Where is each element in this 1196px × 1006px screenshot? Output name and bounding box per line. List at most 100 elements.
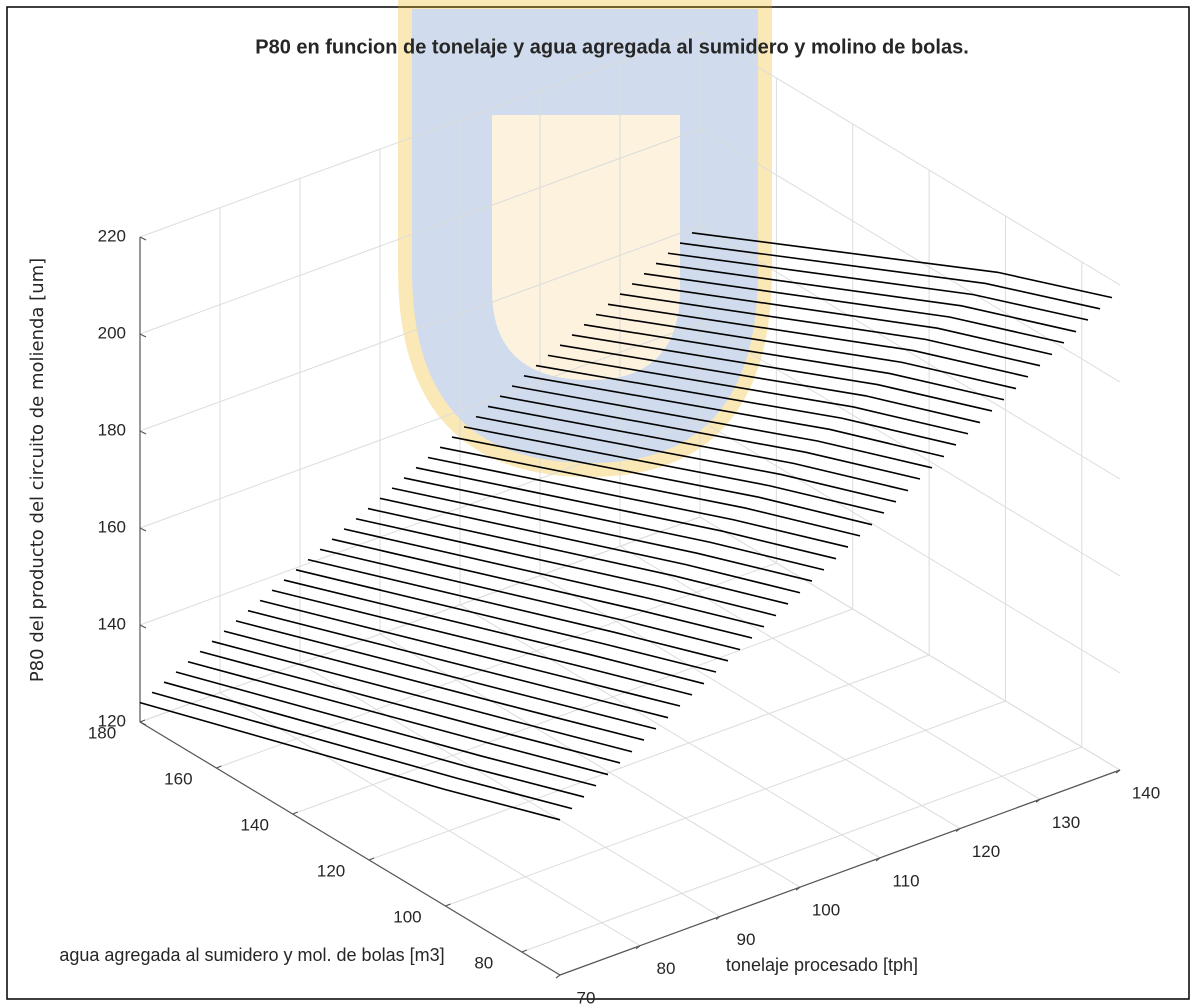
x-tick <box>715 915 721 920</box>
grid-line <box>299 663 721 917</box>
mesh-line <box>331 538 753 639</box>
x-axis-label: tonelaje procesado [tph] <box>726 955 918 975</box>
mesh-line <box>679 242 1101 310</box>
grid-line <box>139 31 701 238</box>
mesh-line <box>451 436 873 526</box>
y-tick <box>445 903 451 907</box>
mesh-line <box>535 364 957 446</box>
grid-line <box>699 225 1121 480</box>
mesh-line <box>619 293 1041 367</box>
mesh-line <box>559 344 981 424</box>
mesh-line <box>343 528 765 628</box>
mesh-line <box>607 303 1029 378</box>
y-tick <box>292 811 298 815</box>
grid-line <box>521 746 1082 953</box>
z-tick <box>139 721 147 726</box>
mesh-line <box>367 507 789 605</box>
mesh-line <box>271 589 693 696</box>
mesh-line <box>655 262 1077 333</box>
x-tick <box>955 828 961 833</box>
mesh-line <box>499 395 921 480</box>
x-axis <box>559 769 1121 976</box>
y-tick-label: 160 <box>164 769 192 788</box>
x-tick-label: 80 <box>657 959 676 978</box>
grid <box>139 31 1121 976</box>
mesh-line <box>415 466 837 560</box>
mesh-line <box>487 405 909 492</box>
mesh-line <box>139 701 561 821</box>
mesh-line <box>295 569 717 673</box>
mesh-line <box>391 487 813 582</box>
z-tick <box>139 333 147 338</box>
z-tick <box>139 430 147 435</box>
grid-line <box>139 225 701 432</box>
grid-line <box>445 700 1006 907</box>
mesh-line <box>463 426 885 514</box>
mesh-line <box>283 579 705 685</box>
y-tick-label: 140 <box>241 815 269 834</box>
mesh-line <box>379 497 801 594</box>
x-tick-label: 100 <box>812 901 840 920</box>
mesh-line <box>151 691 573 810</box>
mesh-line <box>667 252 1089 321</box>
x-tick-label: 130 <box>1052 813 1080 832</box>
z-tick <box>139 236 147 241</box>
x-tick <box>1035 798 1041 803</box>
chart-title: P80 en funcion de tonelaje y agua agrega… <box>255 36 969 58</box>
grid-line <box>619 545 1041 800</box>
y-tick <box>139 719 146 723</box>
mesh-line <box>235 620 657 730</box>
mesh-line <box>355 517 777 617</box>
grid-line <box>699 322 1121 577</box>
z-tick-label: 160 <box>98 517 126 536</box>
mesh-line <box>691 232 1113 299</box>
x-tick <box>635 945 641 950</box>
y-axis-label: agua agregada al sumidero y mol. de bola… <box>59 945 444 965</box>
mesh-line <box>427 456 849 548</box>
mesh-line <box>259 599 681 707</box>
mesh-line <box>199 650 621 764</box>
z-tick-label: 140 <box>98 614 126 633</box>
mesh-line <box>307 558 729 662</box>
x-tick-label: 120 <box>972 842 1000 861</box>
z-tick-label: 180 <box>98 420 126 439</box>
x-tick <box>1115 769 1121 774</box>
grid-line <box>292 608 853 815</box>
y-tick-label: 100 <box>393 907 421 926</box>
mesh-line <box>631 283 1053 356</box>
grid-line <box>219 692 641 947</box>
watermark <box>398 0 772 478</box>
y-tick <box>368 857 375 861</box>
mesh-line <box>523 375 945 458</box>
x-tick <box>555 974 561 979</box>
z-tick-label: 120 <box>98 711 126 730</box>
mesh-line <box>319 548 741 651</box>
frame <box>6 6 1190 1000</box>
mesh-line <box>547 354 969 435</box>
y-tick <box>521 949 528 953</box>
x-tick <box>795 886 801 891</box>
grid-line <box>368 654 930 861</box>
mesh <box>139 232 1113 821</box>
mesh-line <box>247 609 669 719</box>
mesh-line <box>175 671 597 787</box>
y-axis <box>139 721 561 976</box>
grid-line <box>699 516 1121 771</box>
z-tick <box>139 624 147 629</box>
y-tick-label: 120 <box>317 861 345 880</box>
x-tick-label: 110 <box>892 871 919 890</box>
mesh-line <box>439 446 861 537</box>
y-tick <box>216 765 222 769</box>
mesh-line <box>163 681 585 798</box>
mesh-line <box>583 323 1005 401</box>
mesh-line <box>403 477 825 571</box>
mesh-line <box>511 385 933 469</box>
grid-line <box>216 562 777 769</box>
axes: 7080901001101201301408010012014016018012… <box>88 226 1160 1006</box>
y-tick-label: 80 <box>474 953 493 972</box>
x-tick-label: 90 <box>737 930 756 949</box>
grid-line <box>139 322 701 529</box>
grid-line <box>139 128 701 335</box>
